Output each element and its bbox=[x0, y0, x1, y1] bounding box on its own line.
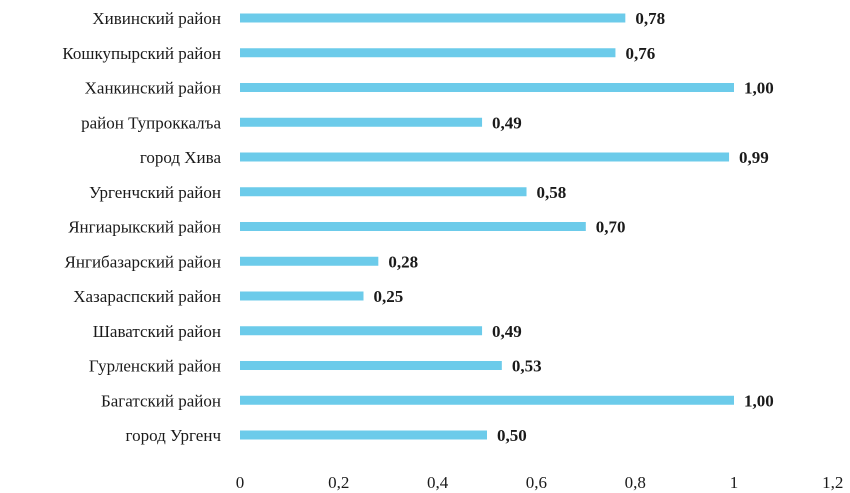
bar bbox=[240, 48, 616, 58]
bar bbox=[240, 430, 487, 440]
value-label: 0,70 bbox=[596, 218, 626, 237]
value-label: 0,28 bbox=[388, 252, 418, 271]
bar bbox=[240, 361, 502, 370]
category-label: Янгибазарский район bbox=[65, 252, 221, 271]
x-axis-tick-labels: 0 0,2 0,4 0,6 0,8 1 1,2 bbox=[236, 473, 844, 492]
category-label: район Тупроккалъа bbox=[81, 113, 221, 132]
x-tick-label: 0,4 bbox=[427, 473, 449, 492]
category-label: город Ургенч bbox=[126, 426, 222, 445]
x-tick-label: 0,2 bbox=[328, 473, 349, 492]
value-label: 0,76 bbox=[625, 44, 655, 63]
category-label: Ургенчский район bbox=[89, 183, 221, 202]
category-label: Хивинский район bbox=[92, 9, 221, 28]
bar bbox=[240, 152, 730, 162]
value-label: 0,49 bbox=[492, 322, 522, 341]
category-label: Шаватский район bbox=[93, 322, 221, 341]
bar bbox=[240, 13, 626, 23]
bar bbox=[240, 256, 379, 266]
value-label: 0,78 bbox=[635, 9, 665, 28]
bar bbox=[240, 395, 734, 405]
category-label: Багатский район bbox=[101, 391, 221, 410]
value-label: 0,50 bbox=[497, 426, 527, 445]
x-tick-label: 0,8 bbox=[625, 473, 646, 492]
x-tick-label: 0 bbox=[236, 473, 245, 492]
category-label: Ханкинский район bbox=[85, 79, 221, 98]
bar bbox=[240, 326, 483, 336]
bars-group bbox=[240, 13, 734, 440]
value-labels-group: 0,78 0,76 1,00 0,49 0,99 0,58 0,70 0,28 0,25 0,49… bbox=[374, 9, 774, 445]
value-label: 0,53 bbox=[512, 357, 542, 376]
bar bbox=[240, 83, 734, 92]
value-label: 0,58 bbox=[537, 183, 567, 202]
value-label: 0,49 bbox=[492, 113, 522, 132]
bar bbox=[240, 291, 364, 301]
value-label: 1,00 bbox=[744, 391, 774, 410]
category-label: Кошкупырский район bbox=[62, 44, 221, 63]
category-label: город Хива bbox=[140, 148, 222, 167]
category-label: Хазараспский район bbox=[73, 287, 221, 306]
x-tick-label: 1,2 bbox=[822, 473, 843, 492]
value-label: 1,00 bbox=[744, 79, 774, 98]
bar bbox=[240, 187, 527, 197]
category-label: Гурленский район bbox=[89, 357, 221, 376]
category-labels-group: Хивинский район Кошкупырский район Ханкинс… bbox=[62, 9, 221, 445]
x-tick-label: 0,6 bbox=[526, 473, 547, 492]
bar bbox=[240, 117, 483, 127]
value-label: 0,99 bbox=[739, 148, 769, 167]
category-label: Янгиарыкский район bbox=[68, 218, 221, 237]
value-label: 0,25 bbox=[374, 287, 404, 306]
x-tick-label: 1 bbox=[730, 473, 739, 492]
bar bbox=[240, 222, 586, 231]
